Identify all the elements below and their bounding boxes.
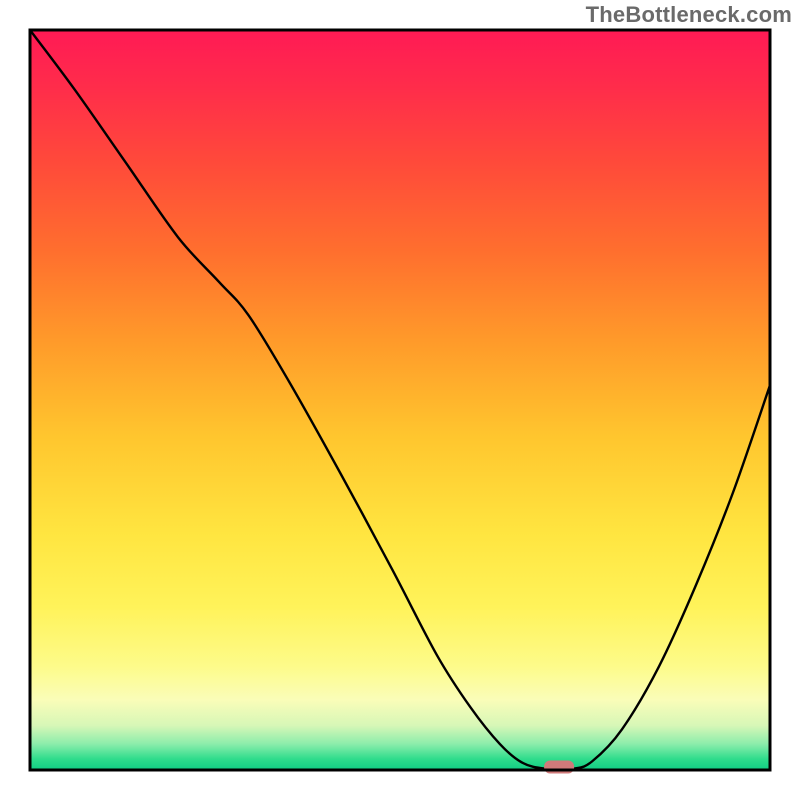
watermark-text: TheBottleneck.com <box>586 2 792 28</box>
bottleneck-chart <box>0 0 800 800</box>
chart-container: TheBottleneck.com <box>0 0 800 800</box>
plot-background <box>30 30 770 770</box>
optimal-marker <box>544 761 574 774</box>
